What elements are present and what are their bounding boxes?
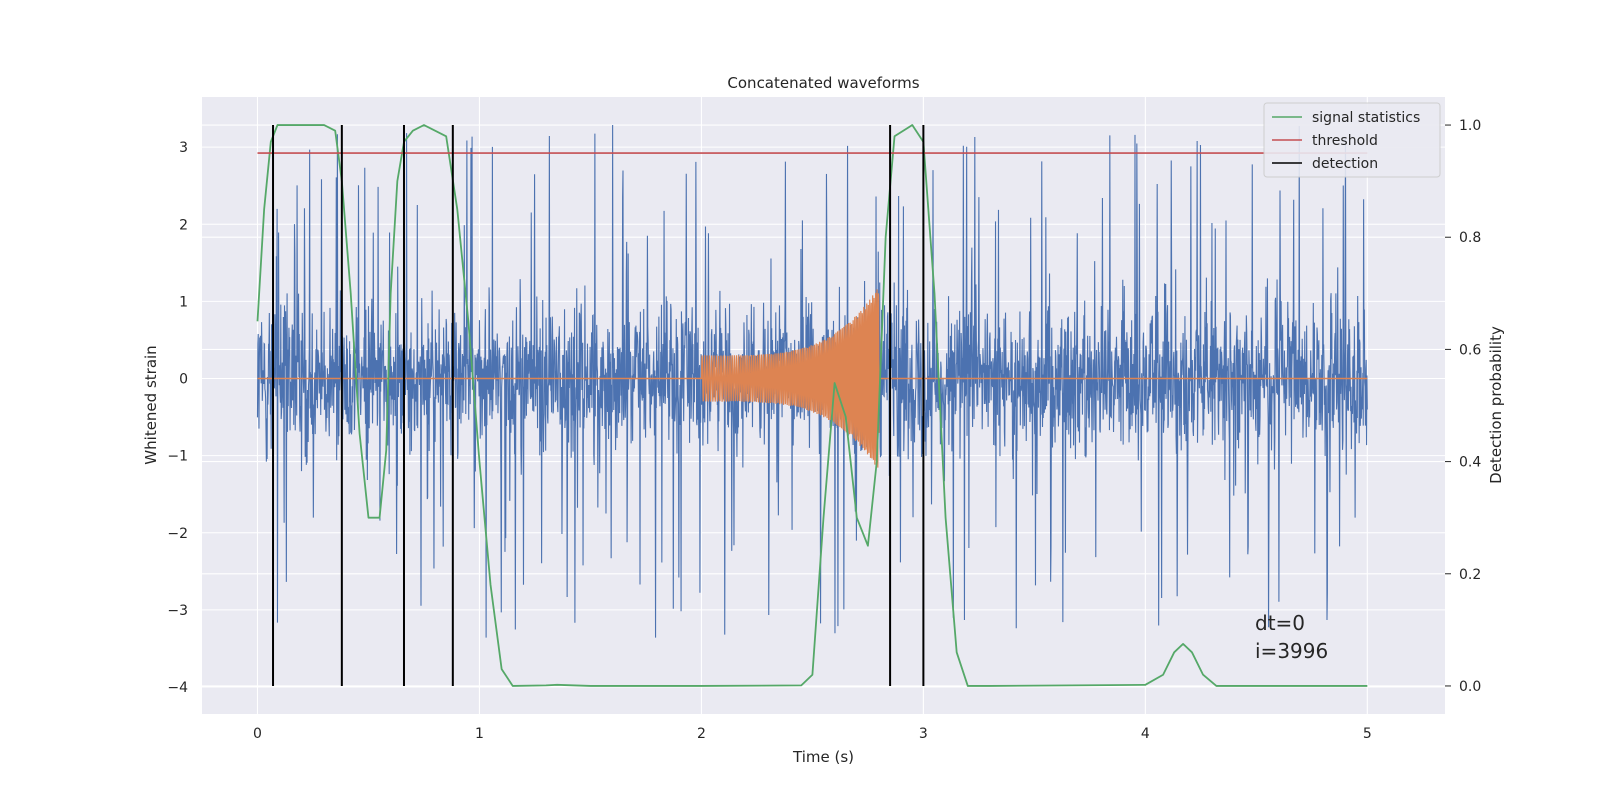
plot-area — [256, 124, 1368, 687]
legend-label-threshold: threshold — [1312, 133, 1378, 149]
chart-title: Concatenated waveforms — [727, 74, 919, 92]
y-axis-label-left: Whitened strain — [142, 345, 160, 464]
y-tick-label-right: 0.2 — [1459, 567, 1481, 583]
y-tick-label-left: 1 — [179, 294, 188, 310]
y-tick-label-left: −2 — [167, 526, 188, 542]
legend-box — [1263, 102, 1441, 178]
y-axis-label-right: Detection probability — [1487, 326, 1505, 484]
x-tick-label: 4 — [1141, 726, 1150, 742]
y-tick-label-left: −4 — [167, 680, 188, 696]
y-tick-label-right: 0.6 — [1459, 342, 1481, 358]
legend: signal statistics threshold detection — [1263, 102, 1441, 178]
x-tick-label: 1 — [475, 726, 484, 742]
y-tick-label-right: 1.0 — [1459, 118, 1481, 134]
signal-statistics-line — [256, 124, 1368, 687]
legend-label-signal-statistics: signal statistics — [1312, 110, 1420, 126]
x-axis-label: Time (s) — [792, 748, 854, 766]
annotation-i: i=3996 — [1255, 639, 1328, 663]
injected-signal-line — [700, 289, 880, 468]
y-tick-label-left: −3 — [167, 603, 188, 619]
x-tick-label: 3 — [919, 726, 928, 742]
x-tick-label: 2 — [697, 726, 706, 742]
x-tick-label: 0 — [253, 726, 262, 742]
y-tick-label-left: −1 — [167, 449, 188, 465]
y-tick-label-right: 0.8 — [1459, 230, 1481, 246]
annotation-dt: dt=0 — [1255, 611, 1305, 635]
y-tick-label-left: 2 — [179, 217, 188, 233]
x-tick-label: 5 — [1363, 726, 1372, 742]
legend-label-detection: detection — [1312, 156, 1378, 172]
axes: 0 1 2 3 4 5 −4 −3 −2 −1 0 1 2 3 0.0 0.2 0.4 0.6 0.8 1.0 — [167, 118, 1481, 742]
y-tick-label-left: 0 — [179, 372, 188, 388]
y-tick-label-right: 0.4 — [1459, 455, 1481, 471]
y-tick-label-left: 3 — [179, 140, 188, 156]
y-tick-label-right: 0.0 — [1459, 679, 1481, 695]
